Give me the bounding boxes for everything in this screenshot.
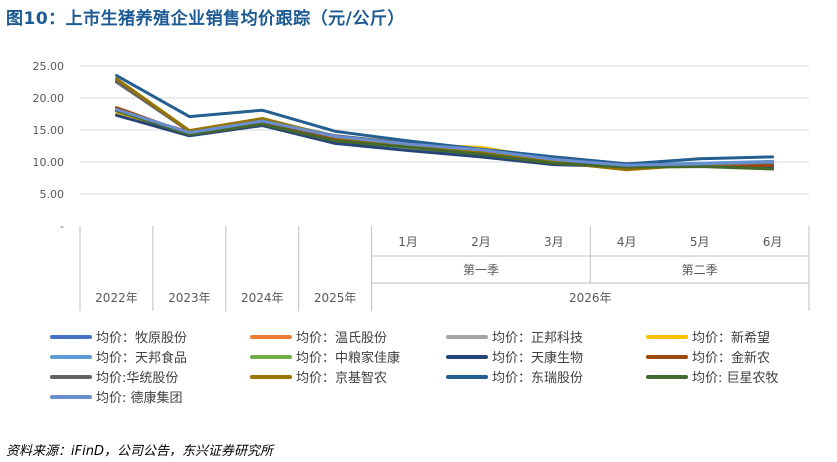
legend-label: 均价：正邦科技	[492, 331, 583, 346]
legend-label: 均价:华统股份	[96, 371, 178, 386]
source-note: 资料来源：iFinD，公司公告，东兴证券研究所	[6, 444, 273, 459]
x-tick-label: 1月	[398, 235, 418, 249]
legend-label: 均价: 巨星农牧	[692, 371, 779, 386]
y-tick-label: 5.00	[40, 188, 65, 201]
x-tick-label: 5月	[690, 235, 710, 249]
y-tick-label: 25.00	[33, 60, 65, 73]
x-quarter-label: 第二季	[682, 263, 718, 277]
series-line	[115, 106, 775, 169]
y-tick-label: -	[60, 220, 64, 233]
legend-label: 均价：温氏股份	[296, 331, 387, 346]
y-tick-label: 15.00	[33, 124, 65, 137]
series-line	[115, 108, 775, 169]
x-year-label: 2025年	[314, 291, 357, 305]
series-lines	[115, 74, 775, 172]
series-line	[115, 111, 775, 168]
x-tick-label: 2月	[471, 235, 491, 249]
legend-label: 均价：京基智农	[296, 371, 387, 386]
y-tick-label: 20.00	[33, 92, 65, 105]
legend-label: 均价：中粮家佳康	[296, 350, 400, 366]
series-line	[115, 108, 775, 167]
x-tick-label: 6月	[763, 235, 783, 249]
legend-label: 均价：金新农	[692, 350, 770, 366]
x-tick-label: 3月	[544, 235, 564, 249]
x-year-label: 2023年	[168, 291, 211, 305]
gridlines	[80, 65, 809, 195]
chart-title: 图10：上市生猪养殖企业销售均价跟踪（元/公斤）	[6, 9, 405, 29]
series-line	[115, 109, 775, 168]
series-line	[115, 74, 775, 166]
y-tick-label: 10.00	[33, 156, 65, 169]
legend-label: 均价：牧原股份	[96, 331, 187, 346]
legend-label: 均价: 德康集团	[96, 390, 183, 406]
series-line	[115, 107, 775, 167]
x-year-label: 2024年	[241, 291, 284, 305]
legend-label: 均价：东瑞股份	[492, 371, 583, 386]
x-quarter-label: 第一季	[463, 263, 499, 277]
series-line	[115, 109, 775, 171]
legend-label: 均价：天邦食品	[96, 350, 187, 366]
series-line	[115, 77, 775, 172]
x-year-label: 2022年	[95, 291, 138, 305]
x-tick-label: 4月	[617, 235, 637, 249]
series-line	[115, 113, 775, 168]
x-year-label: 2026年	[569, 291, 612, 305]
series-line	[115, 108, 775, 168]
axis: 25.00 20.00 15.00 10.00 5.00 - 1月 2月 3月 4月 5月 6月第一季…	[33, 60, 810, 311]
legend-label: 均价：天康生物	[492, 350, 583, 366]
legend-label: 均价：新希望	[692, 330, 770, 346]
